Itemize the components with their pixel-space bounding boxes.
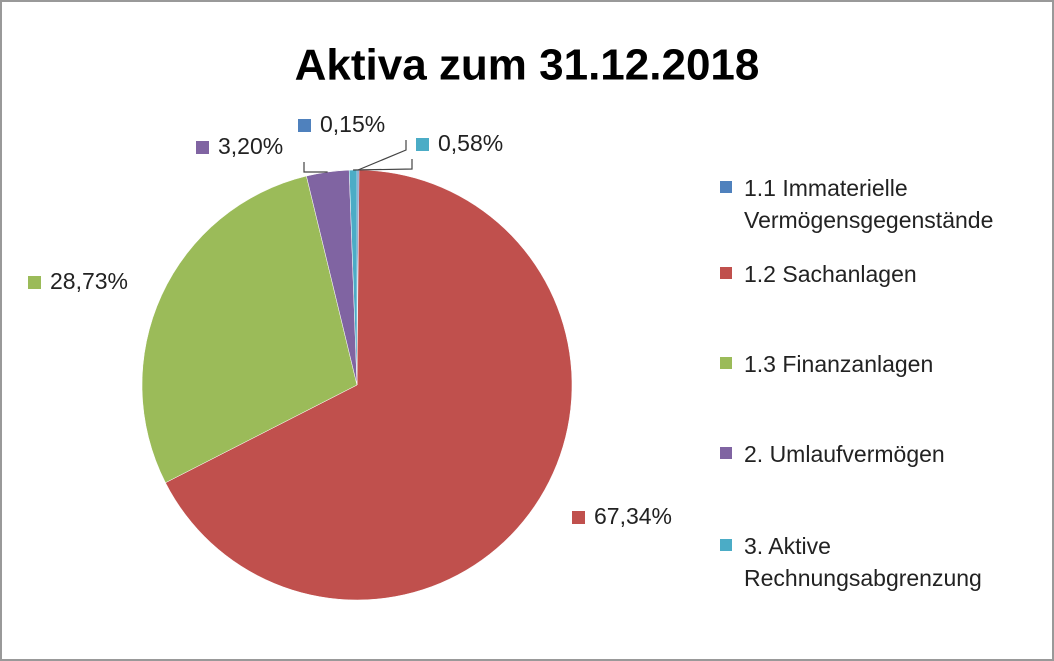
leader-line [353, 159, 413, 171]
data-label: 28,73% [50, 268, 128, 294]
legend-item: 3. Aktive Rechnungsabgrenzung [720, 530, 1050, 594]
data-label: 0,15% [320, 111, 385, 137]
label-swatch [298, 119, 311, 132]
legend-label: 3. Aktive Rechnungsabgrenzung [744, 533, 982, 591]
legend-swatch [720, 539, 732, 551]
legend-swatch [720, 181, 732, 193]
data-label: 67,34% [594, 503, 672, 529]
legend-item: 2. Umlaufvermögen [720, 438, 1050, 470]
label-swatch [196, 141, 209, 154]
legend-label: 1.3 Finanzanlagen [744, 351, 934, 377]
pie-slice [165, 169, 573, 601]
label-swatch [416, 138, 429, 151]
legend-label: 1.2 Sachanlagen [744, 261, 917, 287]
legend-item: 1.1 Immaterielle Vermögensgegenstände [720, 172, 1050, 236]
legend-item: 1.2 Sachanlagen [720, 258, 1050, 290]
legend-swatch [720, 267, 732, 279]
legend-item: 1.3 Finanzanlagen [720, 348, 1050, 380]
pie-slice [141, 175, 358, 484]
data-label: 3,20% [218, 133, 283, 159]
leader-line [357, 140, 407, 171]
leader-line [303, 162, 328, 173]
label-swatch [572, 511, 585, 524]
chart-title: Aktiva zum 31.12.2018 [295, 41, 760, 90]
legend-swatch [720, 447, 732, 459]
legend-label: 2. Umlaufvermögen [744, 441, 945, 467]
legend-swatch [720, 357, 732, 369]
data-label: 0,58% [438, 130, 503, 156]
label-swatch [28, 276, 41, 289]
legend-label: 1.1 Immaterielle Vermögensgegenstände [744, 175, 994, 233]
